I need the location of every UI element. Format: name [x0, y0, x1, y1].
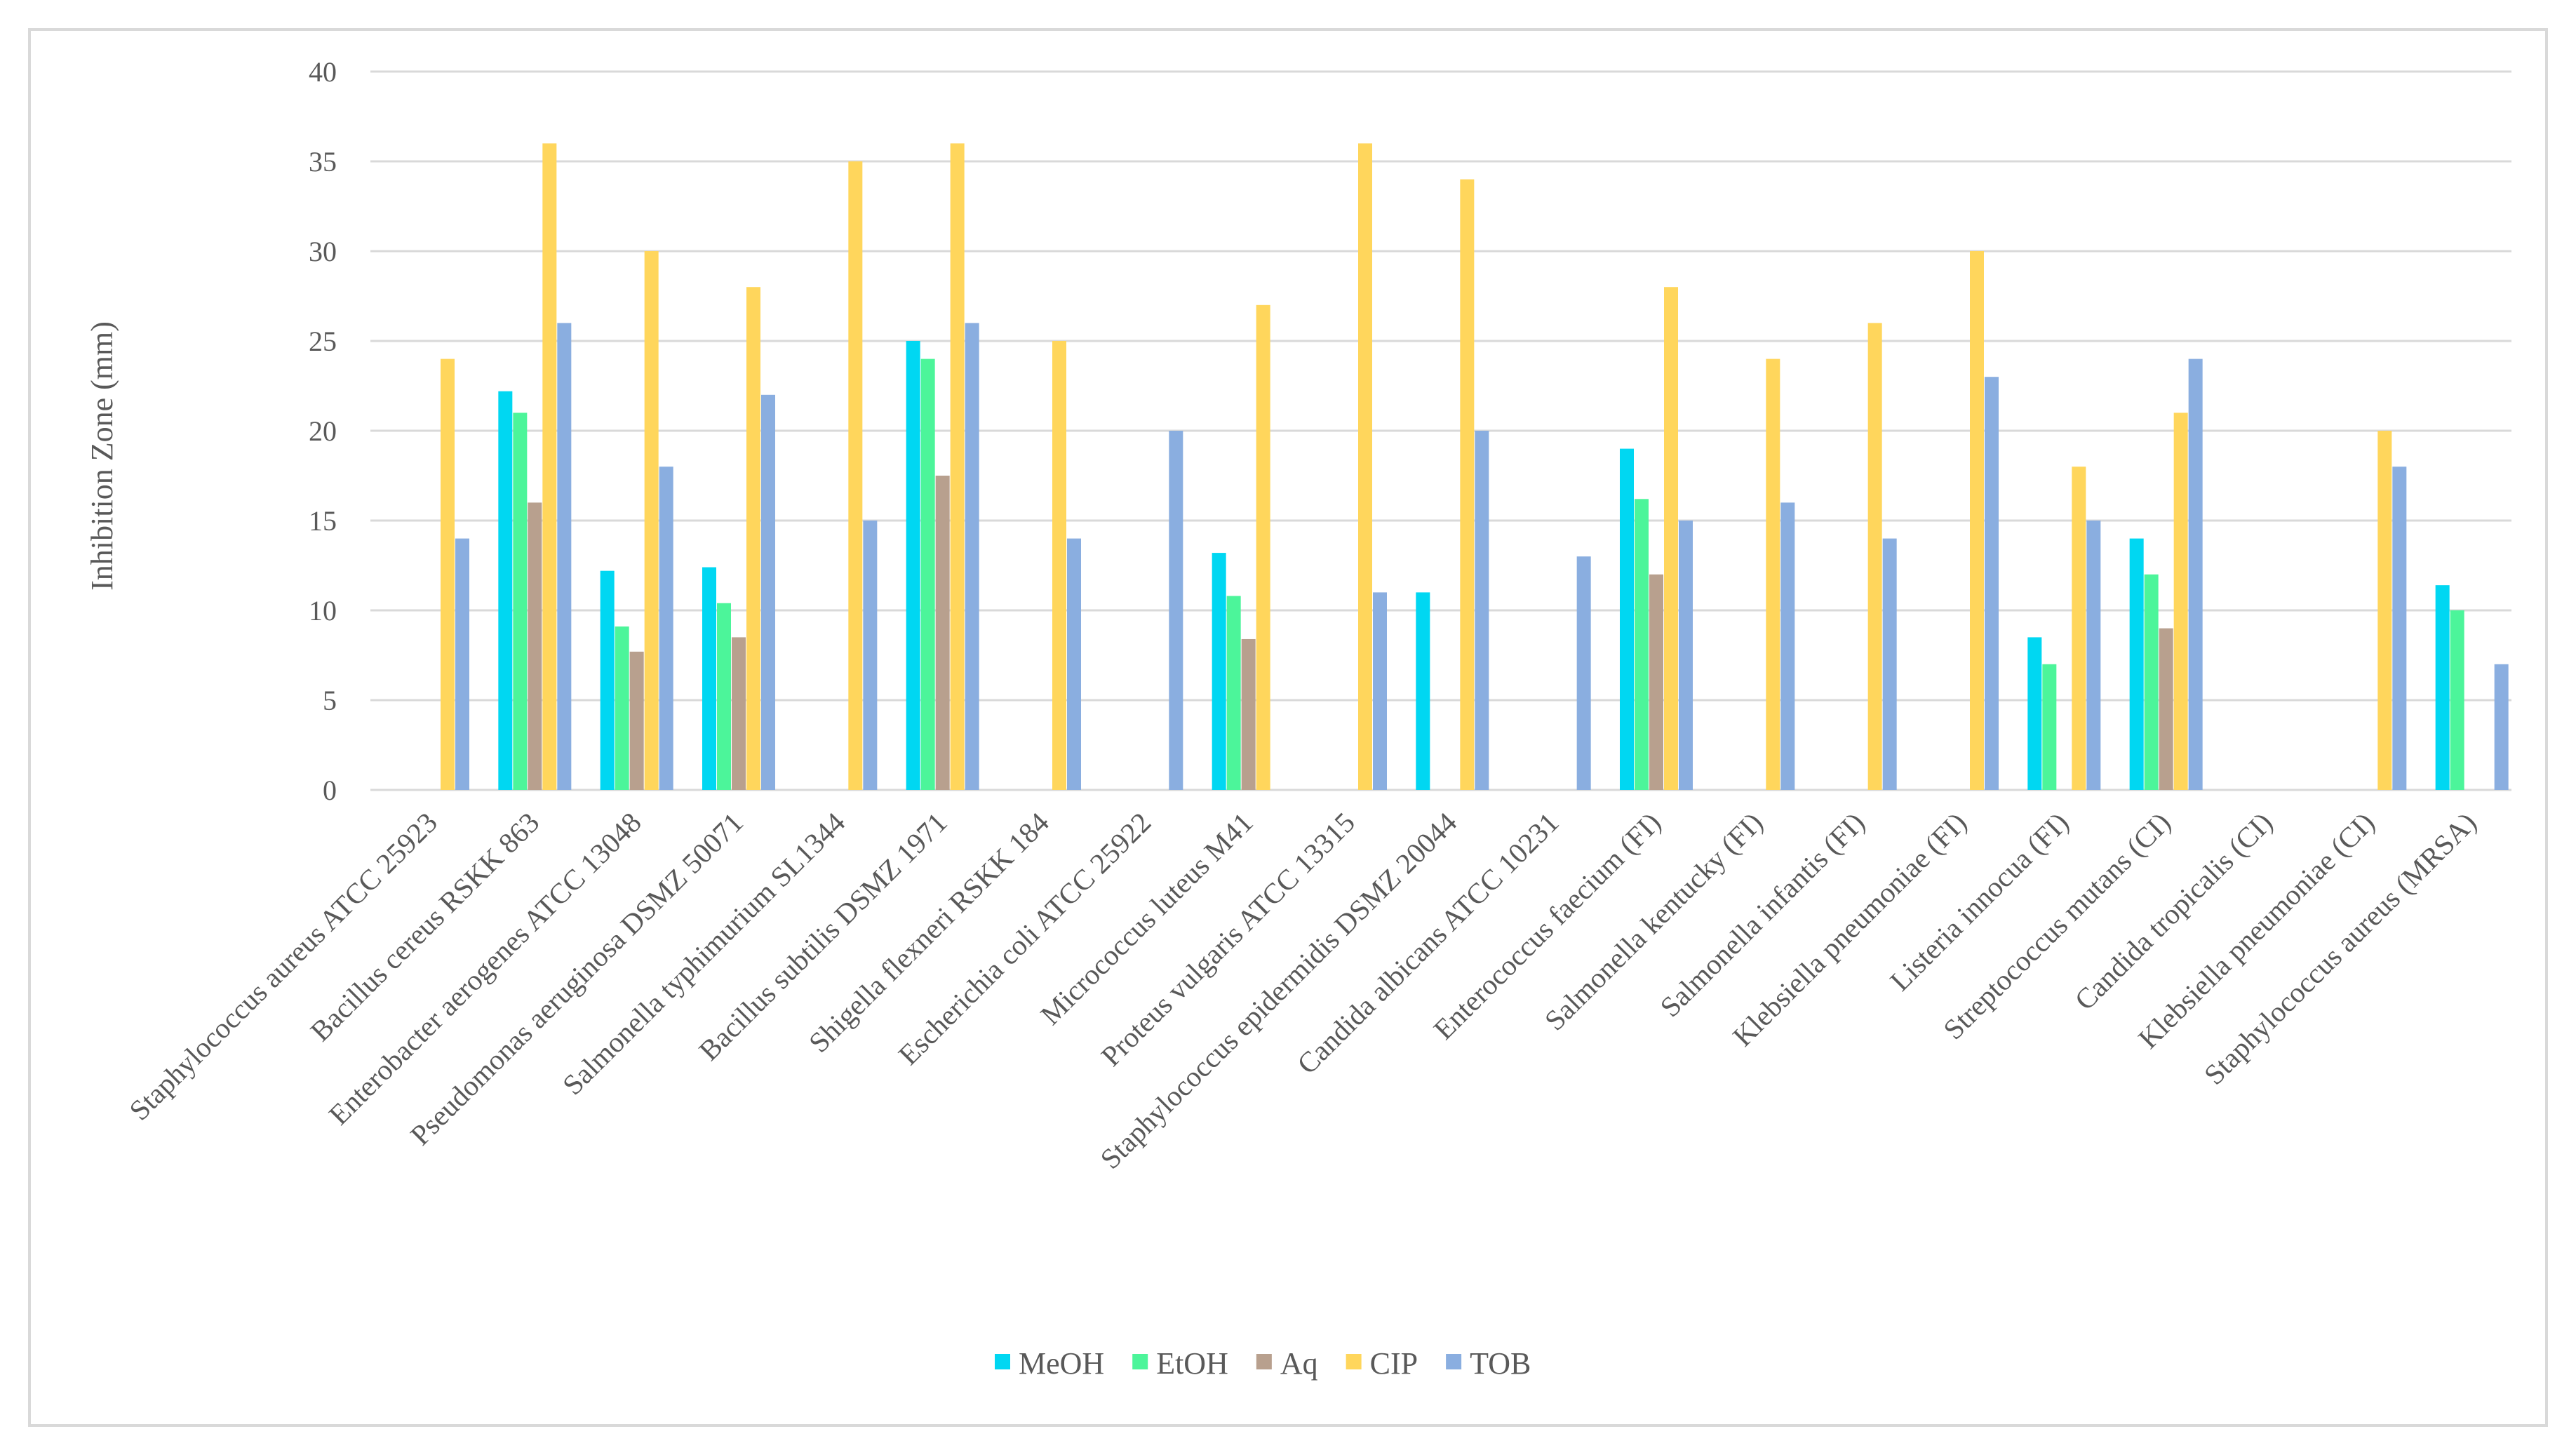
- y-tick-label: 40: [309, 56, 337, 88]
- bar-tob: [455, 538, 469, 790]
- bar-etoh: [717, 603, 731, 790]
- bar-etoh: [2042, 664, 2057, 790]
- legend-swatch-meoh: [995, 1354, 1010, 1369]
- legend: MeOH EtOH Aq CIP TOB: [995, 1346, 1531, 1381]
- y-tick-label: 25: [309, 326, 337, 357]
- y-axis-ticks: 0 5 10 15 20 25 30 35 40: [309, 56, 337, 806]
- y-tick-label: 20: [309, 415, 337, 447]
- bar-etoh: [513, 413, 528, 790]
- bar-etoh: [2450, 610, 2464, 790]
- bar-meoh: [1416, 592, 1430, 790]
- x-tick-label: Salmonella infantis (FI): [1653, 806, 1871, 1024]
- bar-meoh: [2129, 538, 2144, 790]
- bar-tob: [863, 521, 878, 790]
- bar-cip: [746, 287, 760, 790]
- y-tick-label: 0: [323, 775, 337, 806]
- bar-meoh: [906, 341, 920, 790]
- bar-meoh: [2027, 637, 2042, 790]
- bar-tob: [1679, 521, 1693, 790]
- bar-cip: [2072, 467, 2086, 790]
- bar-tob: [2392, 467, 2407, 790]
- legend-swatch-etoh: [1132, 1354, 1148, 1369]
- bar-meoh: [1620, 448, 1634, 790]
- bar-tob: [2494, 664, 2509, 790]
- bar-meoh: [498, 391, 513, 790]
- bar-tob: [2188, 358, 2203, 791]
- bar-cip: [1052, 341, 1066, 790]
- bar-aq: [1241, 638, 1256, 790]
- bar-meoh: [702, 567, 716, 790]
- bar-meoh: [600, 570, 615, 790]
- bar-cip: [1460, 179, 1475, 791]
- y-axis-title: Inhibition Zone (mm): [85, 321, 119, 591]
- x-tick-label: Candida tropicalis (CI): [2068, 806, 2279, 1017]
- bar-tob: [1169, 431, 1183, 790]
- y-tick-label: 5: [323, 685, 337, 716]
- bar-aq: [528, 502, 542, 790]
- bar-etoh: [1635, 499, 1649, 790]
- y-tick-label: 35: [309, 146, 337, 177]
- bar-tob: [965, 323, 979, 790]
- bar-cip: [2377, 431, 2392, 790]
- bar-cip: [950, 143, 965, 790]
- bar-cip: [848, 161, 863, 790]
- bar-tob: [1576, 556, 1591, 790]
- legend-swatch-tob: [1446, 1354, 1462, 1369]
- bar-tob: [1780, 502, 1795, 790]
- y-tick-label: 30: [309, 236, 337, 267]
- bar-aq: [2159, 628, 2173, 790]
- bar-tob: [1985, 377, 1999, 790]
- x-axis-labels: Staphylococcus aureus ATCC 25923Bacillus…: [123, 806, 2483, 1175]
- bar-aq: [732, 637, 746, 790]
- x-tick-label: Listeria innocua (FI): [1884, 806, 2074, 997]
- legend-label-aq: Aq: [1280, 1346, 1318, 1381]
- legend-label-tob: TOB: [1470, 1346, 1531, 1381]
- bar-tob: [1067, 538, 1081, 790]
- bar-etoh: [2144, 574, 2159, 790]
- bar-tob: [557, 323, 572, 790]
- bar-aq: [935, 476, 950, 790]
- bar-tob: [1882, 538, 1897, 790]
- bar-meoh: [1212, 553, 1226, 790]
- bar-cip: [2173, 413, 2188, 790]
- bar-cip: [1970, 251, 1984, 790]
- legend-swatch-cip: [1346, 1354, 1362, 1369]
- x-tick-label: Staphylococcus epidermidis DSMZ 20044: [1094, 806, 1463, 1175]
- bar-cip: [1256, 304, 1270, 790]
- y-tick-label: 10: [309, 595, 337, 626]
- bar-tob: [659, 467, 673, 790]
- bar-etoh: [1226, 596, 1241, 790]
- bar-tob: [1475, 431, 1489, 790]
- bar-cip: [1766, 358, 1780, 791]
- bar-meoh: [2435, 585, 2450, 790]
- bar-cip: [1867, 323, 1882, 790]
- bar-cip: [542, 143, 557, 790]
- bar-cip: [1664, 287, 1678, 790]
- legend-label-etoh: EtOH: [1156, 1346, 1228, 1381]
- bar-tob: [2086, 521, 2101, 790]
- legend-label-cip: CIP: [1370, 1346, 1418, 1381]
- bar-aq: [629, 651, 644, 790]
- bar-etoh: [615, 626, 629, 790]
- bar-aq: [1649, 574, 1663, 790]
- bar-tob: [761, 394, 775, 790]
- legend-swatch-aq: [1256, 1354, 1272, 1369]
- bars: [441, 143, 2509, 791]
- bar-cip: [1358, 143, 1372, 790]
- bar-etoh: [920, 358, 935, 791]
- bar-tob: [1373, 592, 1387, 790]
- bar-cip: [644, 251, 659, 790]
- legend-label-meoh: MeOH: [1019, 1346, 1104, 1381]
- y-tick-label: 15: [309, 505, 337, 537]
- bar-cip: [441, 358, 455, 791]
